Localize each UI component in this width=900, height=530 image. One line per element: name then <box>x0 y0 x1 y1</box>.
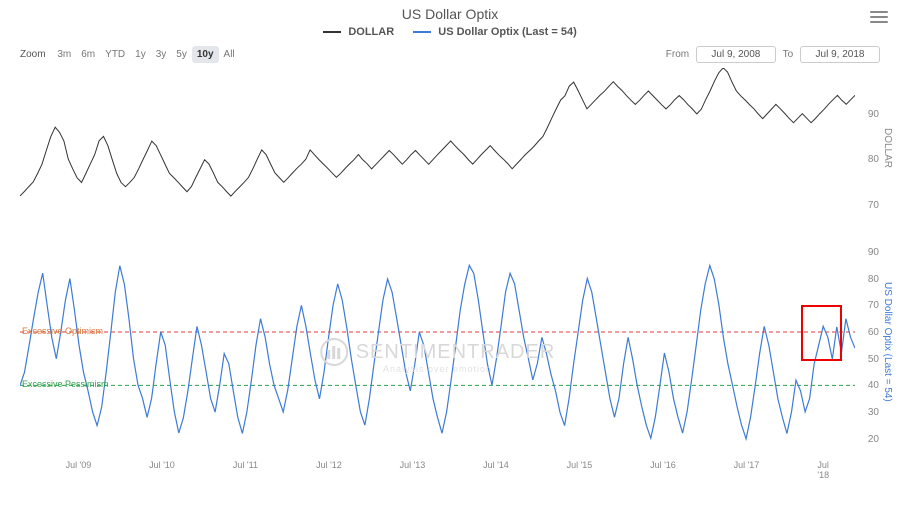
legend-swatch <box>413 31 431 33</box>
legend-item-optix: US Dollar Optix (Last = 54) <box>413 26 577 38</box>
legend-label: US Dollar Optix (Last = 54) <box>438 26 576 38</box>
y-tick: 90 <box>868 109 879 120</box>
to-label: To <box>783 49 794 60</box>
x-tick: Jul '18 <box>817 460 842 480</box>
legend-swatch <box>323 31 341 33</box>
zoom-10y-button[interactable]: 10y <box>192 46 219 63</box>
x-tick: Jul '14 <box>483 460 509 470</box>
zoom-label: Zoom <box>20 49 46 60</box>
x-axis: Jul '09 Jul '10 Jul '11 Jul '12 Jul '13 Jul '… <box>20 460 855 480</box>
zoom-3y-button[interactable]: 3y <box>151 46 172 63</box>
optix-chart-panel: SENTIMENTRADER Analysis over emotion US … <box>20 252 855 452</box>
watermark: SENTIMENTRADER <box>320 338 556 366</box>
y-tick: 20 <box>868 434 879 445</box>
chart-toolbar: Zoom 3m6mYTD1y3y5y10yAll From To <box>0 38 900 67</box>
y-tick: 70 <box>868 200 879 211</box>
chart-title: US Dollar Optix <box>0 0 900 22</box>
y-tick: 50 <box>868 354 879 365</box>
x-tick: Jul '10 <box>149 460 175 470</box>
legend-label: DOLLAR <box>348 26 394 38</box>
x-tick: Jul '13 <box>400 460 426 470</box>
y-tick: 70 <box>868 300 879 311</box>
from-date-input[interactable] <box>696 46 776 63</box>
zoom-all-button[interactable]: All <box>219 46 240 63</box>
dollar-chart-panel: DOLLAR 708090 <box>20 68 855 228</box>
y-tick: 30 <box>868 407 879 418</box>
chart-legend: DOLLAR US Dollar Optix (Last = 54) <box>0 26 900 38</box>
zoom-1y-button[interactable]: 1y <box>130 46 151 63</box>
zoom-3m-button[interactable]: 3m <box>52 46 76 63</box>
x-tick: Jul '12 <box>316 460 342 470</box>
y-tick: 40 <box>868 380 879 391</box>
x-tick: Jul '15 <box>567 460 593 470</box>
y-tick: 90 <box>868 247 879 258</box>
reference-line-label: Excessive Pessimism <box>20 379 111 389</box>
x-tick: Jul '17 <box>734 460 760 470</box>
y-tick: 80 <box>868 274 879 285</box>
date-range-group: From To <box>662 46 880 63</box>
to-date-input[interactable] <box>800 46 880 63</box>
zoom-group: Zoom 3m6mYTD1y3y5y10yAll <box>20 46 240 63</box>
watermark-subtext: Analysis over emotion <box>383 364 492 374</box>
x-tick: Jul '09 <box>66 460 92 470</box>
dollar-y-axis-title: DOLLAR <box>882 128 893 168</box>
y-tick: 60 <box>868 327 879 338</box>
reference-line-label: Excessive Optimism <box>20 326 105 336</box>
x-tick: Jul '16 <box>650 460 676 470</box>
zoom-5y-button[interactable]: 5y <box>171 46 192 63</box>
x-tick: Jul '11 <box>233 460 258 470</box>
zoom-6m-button[interactable]: 6m <box>76 46 100 63</box>
dollar-chart-svg <box>20 68 855 228</box>
highlight-box <box>801 305 843 361</box>
watermark-icon <box>320 338 348 366</box>
legend-item-dollar: DOLLAR <box>323 26 394 38</box>
chart-menu-icon[interactable] <box>870 8 888 26</box>
optix-y-axis-title: US Dollar Optix (Last = 54) <box>882 282 893 402</box>
from-label: From <box>666 49 689 60</box>
watermark-text: SENTIMENTRADER <box>356 341 556 364</box>
y-tick: 80 <box>868 154 879 165</box>
zoom-ytd-button[interactable]: YTD <box>100 46 130 63</box>
